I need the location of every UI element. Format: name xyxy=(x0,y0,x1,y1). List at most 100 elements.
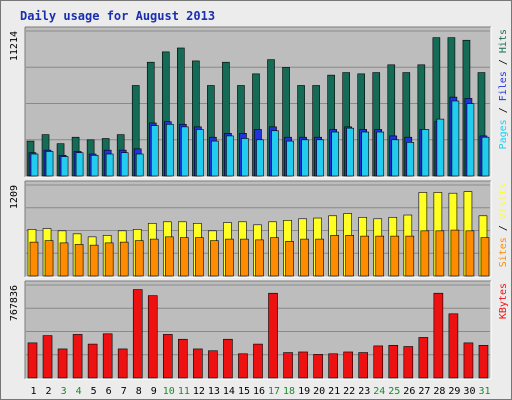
x-tick-label: 29 xyxy=(448,386,460,397)
bar-kbytes-day-24 xyxy=(373,345,384,379)
y-max-label: 767836 xyxy=(9,285,20,321)
bar-sites-day-22 xyxy=(345,235,354,277)
bar-kbytes-day-14 xyxy=(223,338,233,379)
bar-sites-day-7 xyxy=(119,241,129,277)
legend-separator: / xyxy=(498,53,509,71)
bar-pages-day-1 xyxy=(30,153,39,177)
bar-sites-day-14 xyxy=(225,238,234,277)
bar-sites-day-24 xyxy=(375,235,385,277)
x-tick-label: 25 xyxy=(388,386,400,397)
bar-pages-day-10 xyxy=(165,123,174,177)
bar-pages-day-25 xyxy=(391,139,400,177)
bar-sites-day-10 xyxy=(164,236,174,277)
bar-sites-day-9 xyxy=(149,238,159,277)
legend-item-sites: Sites xyxy=(498,237,509,267)
bar-kbytes-day-17 xyxy=(268,292,278,379)
x-tick-label: 8 xyxy=(136,386,142,397)
bar-pages-day-5 xyxy=(90,155,99,177)
bar-pages-day-27 xyxy=(421,129,430,177)
bar-pages-day-14 xyxy=(226,135,234,177)
bar-sites-day-15 xyxy=(240,238,249,277)
bar-kbytes-day-1 xyxy=(27,342,38,379)
bar-sites-day-29 xyxy=(450,229,460,277)
bar-pages-day-22 xyxy=(346,127,354,177)
bar-kbytes-day-11 xyxy=(178,338,188,379)
x-tick-label: 14 xyxy=(223,386,235,397)
bar-kbytes-day-4 xyxy=(72,334,83,379)
bar-pages-day-26 xyxy=(406,142,415,177)
x-tick-label: 4 xyxy=(76,386,82,397)
bar-kbytes-day-26 xyxy=(403,346,414,379)
bar-pages-day-6 xyxy=(105,153,114,177)
bar-sites-day-20 xyxy=(315,238,324,277)
legend: Sites / Visits xyxy=(498,183,509,267)
bar-pages-day-23 xyxy=(361,131,370,177)
x-tick-label: 24 xyxy=(373,386,385,397)
bar-sites-day-6 xyxy=(104,242,114,277)
bar-kbytes-day-5 xyxy=(87,343,98,379)
bar-kbytes-day-21 xyxy=(328,353,338,379)
legend-item-pages: Pages xyxy=(498,119,509,149)
bar-kbytes-day-31 xyxy=(478,344,489,379)
bar-sites-day-19 xyxy=(300,238,309,277)
bar-pages-day-4 xyxy=(75,152,84,177)
bar-pages-day-13 xyxy=(211,140,219,177)
bar-sites-day-23 xyxy=(360,235,370,277)
x-tick-label: 2 xyxy=(46,386,52,397)
bar-kbytes-day-16 xyxy=(253,343,263,379)
bar-sites-day-12 xyxy=(195,237,204,277)
bar-sites-day-3 xyxy=(59,242,69,277)
legend-item-visits: Visits xyxy=(498,183,509,219)
bar-pages-day-24 xyxy=(376,131,385,177)
bar-kbytes-day-28 xyxy=(433,292,444,379)
x-tick-label: 18 xyxy=(283,386,295,397)
bar-pages-day-21 xyxy=(331,131,339,177)
bar-sites-day-17 xyxy=(270,237,279,277)
bar-kbytes-day-12 xyxy=(193,348,203,379)
x-tick-label: 31 xyxy=(478,386,490,397)
bar-kbytes-day-23 xyxy=(358,352,369,379)
bar-pages-day-15 xyxy=(241,138,249,177)
bar-pages-day-3 xyxy=(60,156,69,177)
bar-kbytes-day-8 xyxy=(132,289,143,379)
legend-item-hits: Hits xyxy=(498,29,509,53)
bar-kbytes-day-25 xyxy=(388,344,399,379)
bar-kbytes-day-6 xyxy=(102,333,113,379)
x-tick-label: 17 xyxy=(268,386,280,397)
bar-sites-day-4 xyxy=(74,244,84,277)
x-tick-label: 28 xyxy=(433,386,445,397)
x-tick-label: 27 xyxy=(418,386,430,397)
bar-sites-day-11 xyxy=(180,237,189,277)
bar-kbytes-day-27 xyxy=(418,337,429,379)
x-tick-label: 26 xyxy=(403,386,415,397)
bar-kbytes-day-22 xyxy=(343,351,353,379)
bar-kbytes-day-2 xyxy=(42,335,53,379)
bar-pages-day-28 xyxy=(436,118,445,177)
bar-pages-day-8 xyxy=(135,153,144,177)
bar-pages-day-31 xyxy=(481,136,490,177)
bar-kbytes-day-10 xyxy=(162,334,173,379)
bar-sites-day-8 xyxy=(134,240,144,277)
x-tick-label: 23 xyxy=(358,386,370,397)
bar-kbytes-day-9 xyxy=(147,295,158,379)
bar-sites-day-21 xyxy=(330,235,339,277)
x-tick-label: 1 xyxy=(31,386,37,397)
bar-pages-day-20 xyxy=(316,139,324,177)
bar-pages-day-17 xyxy=(271,130,279,177)
x-tick-label: 13 xyxy=(208,386,220,397)
bar-kbytes-day-15 xyxy=(238,353,248,379)
bar-sites-day-25 xyxy=(390,235,400,277)
bar-pages-day-11 xyxy=(181,126,189,177)
bar-kbytes-day-7 xyxy=(117,348,128,379)
bar-pages-day-9 xyxy=(150,125,159,177)
bar-kbytes-day-13 xyxy=(208,350,218,379)
legend-item-files: Files xyxy=(498,71,509,101)
x-tick-label: 7 xyxy=(121,386,127,397)
legend: Pages / Files / Hits xyxy=(498,29,509,149)
x-tick-label: 30 xyxy=(463,386,475,397)
x-tick-label: 3 xyxy=(61,386,67,397)
x-tick-label: 10 xyxy=(163,386,175,397)
bar-sites-day-26 xyxy=(405,235,415,277)
